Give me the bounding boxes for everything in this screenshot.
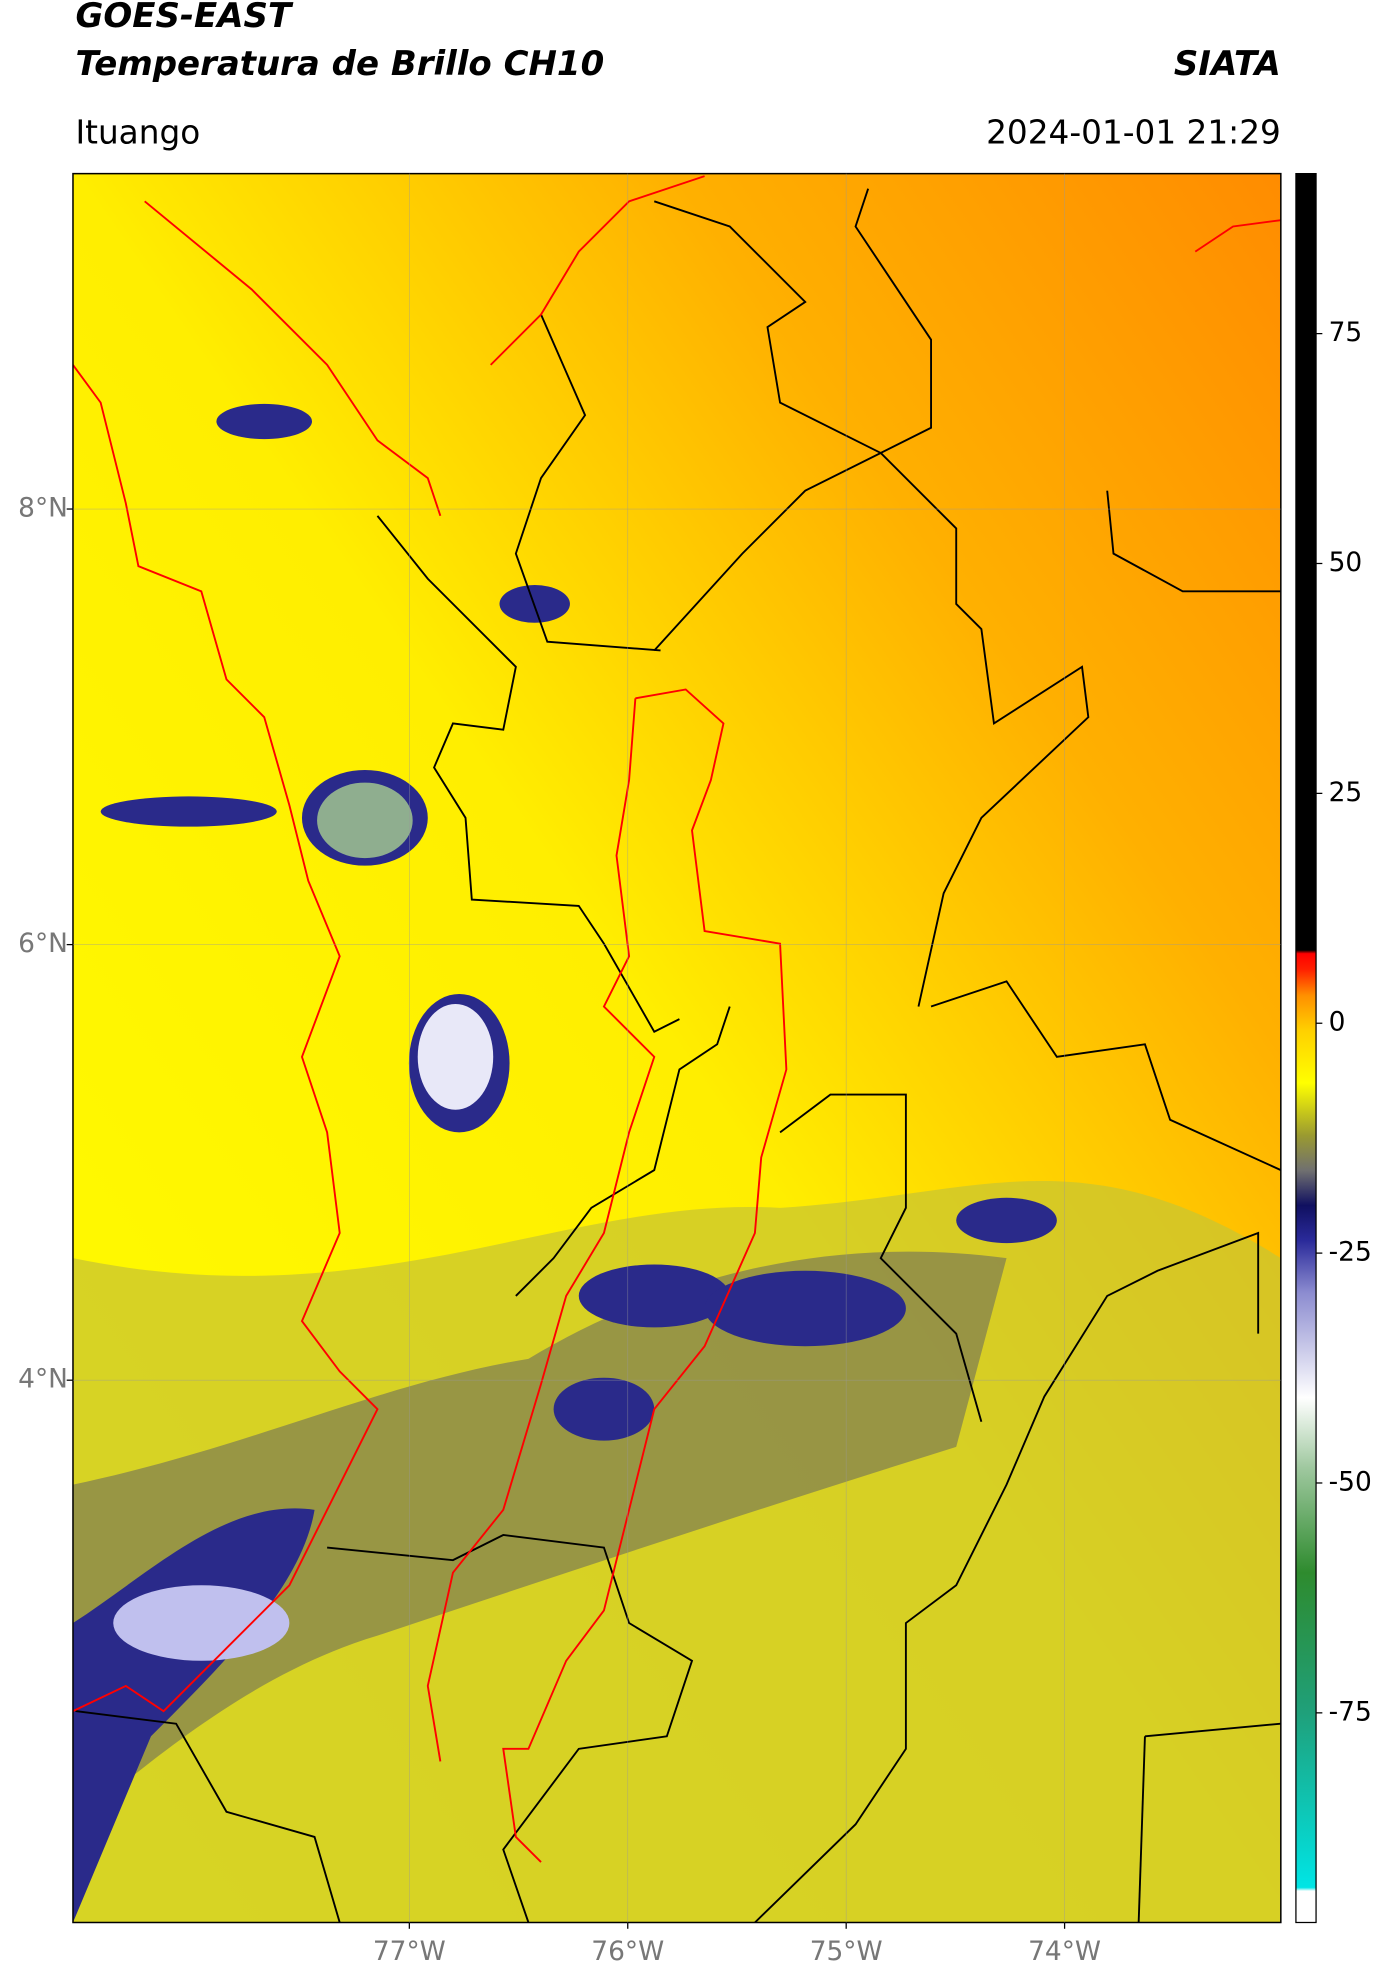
x-tick-label: 75°W [810, 1936, 883, 1967]
x-tick-label: 77°W [373, 1936, 446, 1967]
colorbar-tick-label: 0 [1329, 1007, 1346, 1038]
title: GOES-EAST [75, 0, 293, 36]
location: Ituango [75, 114, 200, 152]
colorbar-tick-label: -50 [1329, 1466, 1372, 1497]
y-tick-label: 4°N [18, 1364, 68, 1395]
cloud-band [72, 1251, 1007, 1825]
cloud-core [578, 1264, 730, 1328]
colorbar-tick-label: -25 [1329, 1237, 1372, 1268]
subtitle: Temperatura de Brillo CH10 [75, 44, 604, 84]
y-tick-label: 8°N [18, 493, 68, 524]
x-tick-label: 76°W [591, 1936, 664, 1967]
datetime: 2024-01-01 21:29 [986, 114, 1281, 152]
colorbar-tick-label: 75 [1329, 317, 1363, 348]
map-frame [72, 172, 1282, 1924]
cloud-core [553, 1377, 655, 1441]
cloud-band [72, 1181, 1281, 1923]
x-tick-label: 74°W [1028, 1936, 1101, 1967]
cloud-core [216, 403, 313, 440]
borders [75, 188, 1281, 1923]
y-tick-label: 6°N [18, 928, 68, 959]
colorbar-tick-label: 25 [1329, 777, 1363, 808]
colorbar-tick-label: 50 [1329, 547, 1363, 578]
cloud-core [100, 796, 277, 827]
colorbar-tick-label: -75 [1329, 1696, 1372, 1727]
colorbar [1295, 172, 1317, 1924]
cloud-core [317, 782, 413, 859]
cloud-core [956, 1197, 1057, 1244]
cloud-core [113, 1585, 290, 1661]
region-borders [72, 175, 1281, 1863]
map [72, 173, 1281, 1923]
organization: SIATA [1174, 44, 1281, 84]
cloud-core [704, 1270, 906, 1347]
cloud-core [417, 1004, 494, 1110]
